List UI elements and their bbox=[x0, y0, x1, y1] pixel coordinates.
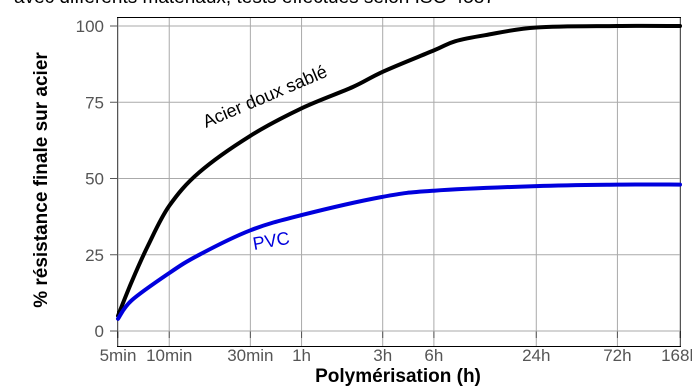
x-axis-title: Polymérisation (h) bbox=[315, 366, 481, 387]
axis-labels: 5min 10min 30min 1h 3h 6h 24h 72h 168h 0 25 50 75 100 bbox=[76, 17, 692, 365]
plot-frame bbox=[117, 17, 681, 347]
chart-title-clip: avec différents matériaux, tests effectu… bbox=[0, 0, 692, 17]
y-tick-label-25: 25 bbox=[85, 246, 104, 265]
x-tick-label-168h: 168h bbox=[661, 346, 692, 365]
x-tick-label-1h: 1h bbox=[292, 346, 311, 365]
x-tick-label-30min: 30min bbox=[227, 346, 273, 365]
x-tick-label-6h: 6h bbox=[424, 346, 443, 365]
x-tick-label-72h: 72h bbox=[603, 346, 631, 365]
y-tick-label-75: 75 bbox=[85, 93, 104, 112]
y-tick-label-0: 0 bbox=[95, 322, 104, 341]
x-tick-label-24h: 24h bbox=[522, 346, 550, 365]
x-tick-label-10min: 10min bbox=[146, 346, 192, 365]
series-line-0 bbox=[116, 23, 682, 318]
x-tick-label-5min: 5min bbox=[100, 346, 137, 365]
y-axis-title: % résistance finale sur acier bbox=[31, 52, 52, 308]
x-tick-label-3h: 3h bbox=[373, 346, 392, 365]
series-lines bbox=[116, 23, 682, 321]
y-tick-label-50: 50 bbox=[85, 170, 104, 189]
y-tick-label-100: 100 bbox=[76, 17, 104, 36]
series-line-1 bbox=[116, 182, 682, 321]
chart-title: avec différents matériaux, tests effectu… bbox=[14, 0, 495, 9]
